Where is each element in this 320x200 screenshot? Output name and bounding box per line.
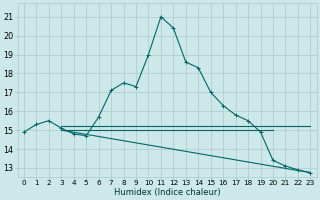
X-axis label: Humidex (Indice chaleur): Humidex (Indice chaleur) [114, 188, 220, 197]
